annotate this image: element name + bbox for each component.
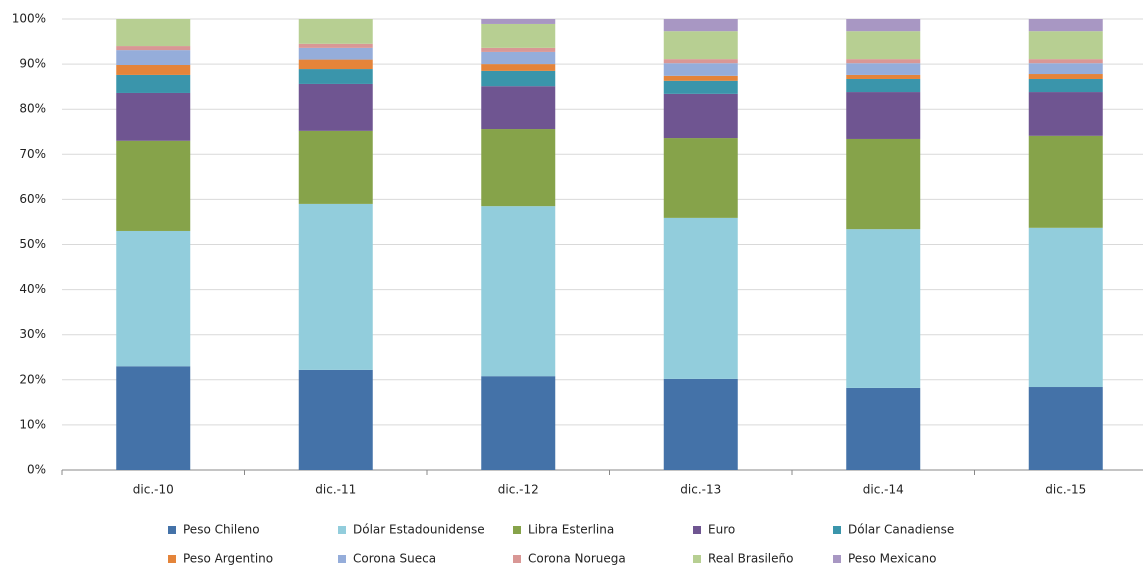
bar-segment — [116, 92, 191, 141]
bar-segment — [481, 129, 556, 207]
bar-segment — [846, 387, 921, 470]
bar-segment — [298, 47, 373, 60]
legend-label: Corona Sueca — [353, 552, 436, 566]
x-tick-label: dic.-15 — [1045, 483, 1086, 497]
bar-segment — [663, 93, 738, 139]
legend-label: Dólar Canadiense — [848, 523, 954, 537]
y-tick-label: 80% — [19, 102, 46, 116]
bar-segment — [116, 65, 191, 75]
bar-segment — [116, 366, 191, 470]
x-tick-label: dic.-14 — [863, 483, 904, 497]
x-tick-label: dic.-10 — [133, 483, 174, 497]
x-tick-label: dic.-11 — [315, 483, 356, 497]
bar-segment — [481, 47, 556, 52]
legend-label: Peso Argentino — [183, 552, 273, 566]
bar-segment — [663, 59, 738, 64]
y-tick-label: 0% — [27, 463, 46, 477]
bar-segment — [1028, 31, 1103, 60]
legend-label: Peso Mexicano — [848, 552, 936, 566]
bar-segment — [481, 51, 556, 65]
bar-segment — [663, 75, 738, 81]
bar-segment — [663, 80, 738, 94]
legend-swatch — [513, 526, 521, 534]
bar-segment — [298, 130, 373, 204]
bar-segment — [298, 203, 373, 370]
bar-segment — [663, 378, 738, 470]
y-tick-label: 30% — [19, 327, 46, 341]
legend-swatch — [693, 526, 701, 534]
bar-segment — [298, 19, 373, 44]
legend-label: Libra Esterlina — [528, 523, 614, 537]
bar-segment — [116, 46, 191, 51]
legend-swatch — [513, 555, 521, 563]
legend-swatch — [168, 555, 176, 563]
bar-segment — [663, 63, 738, 76]
legend-label: Real Brasileño — [708, 552, 793, 566]
x-tick-label: dic.-13 — [680, 483, 721, 497]
bar-segment — [116, 140, 191, 231]
bar-segment — [481, 70, 556, 87]
bar-segment — [846, 78, 921, 93]
bar-segment — [1028, 78, 1103, 93]
bar-segment — [298, 69, 373, 84]
bar-segment — [298, 83, 373, 131]
bar-segment — [663, 138, 738, 218]
bar-segment — [663, 19, 738, 32]
bar-segment — [116, 19, 191, 47]
bar-segment — [846, 138, 921, 230]
bar-segment — [846, 229, 921, 388]
bar-segment — [1028, 59, 1103, 64]
bar-segment — [1028, 63, 1103, 75]
legend-swatch — [833, 555, 841, 563]
x-tick-label: dic.-12 — [498, 483, 539, 497]
legend-swatch — [338, 555, 346, 563]
bar-segment — [1028, 387, 1103, 470]
bar-segment — [1028, 227, 1103, 388]
legend-swatch — [338, 526, 346, 534]
bar-segment — [846, 19, 921, 32]
bar-segment — [1028, 135, 1103, 228]
y-tick-label: 100% — [12, 12, 46, 26]
bar-segment — [846, 92, 921, 139]
y-tick-label: 90% — [19, 57, 46, 71]
y-tick-label: 50% — [19, 237, 46, 251]
bar-segment — [298, 43, 373, 48]
bar-segment — [1028, 74, 1103, 79]
legend-swatch — [693, 555, 701, 563]
bar-segment — [1028, 19, 1103, 32]
bar-segment — [1028, 92, 1103, 136]
bar-segment — [846, 63, 921, 75]
bar-segment — [846, 59, 921, 64]
legend-swatch — [168, 526, 176, 534]
legend-swatch — [833, 526, 841, 534]
y-tick-label: 60% — [19, 192, 46, 206]
bar-segment — [481, 86, 556, 130]
legend-label: Dólar Estadounidense — [353, 523, 485, 537]
y-tick-label: 40% — [19, 282, 46, 296]
legend-label: Peso Chileno — [183, 523, 260, 537]
legend-label: Corona Noruega — [528, 552, 626, 566]
bar-segment — [846, 31, 921, 60]
bar-segment — [298, 369, 373, 470]
bar-segment — [481, 23, 556, 48]
y-tick-label: 20% — [19, 372, 46, 386]
bar-segment — [846, 74, 921, 79]
bar-segment — [481, 19, 556, 24]
legend-label: Euro — [708, 523, 735, 537]
bar-segment — [116, 50, 191, 66]
bar-segment — [116, 74, 191, 93]
y-tick-label: 10% — [19, 417, 46, 431]
bar-segment — [663, 31, 738, 60]
bar-segment — [298, 59, 373, 70]
y-tick-label: 70% — [19, 147, 46, 161]
bar-segment — [116, 230, 191, 367]
bar-segment — [481, 376, 556, 470]
bar-segment — [481, 206, 556, 377]
bar-segment — [481, 64, 556, 71]
bar-segment — [663, 217, 738, 379]
